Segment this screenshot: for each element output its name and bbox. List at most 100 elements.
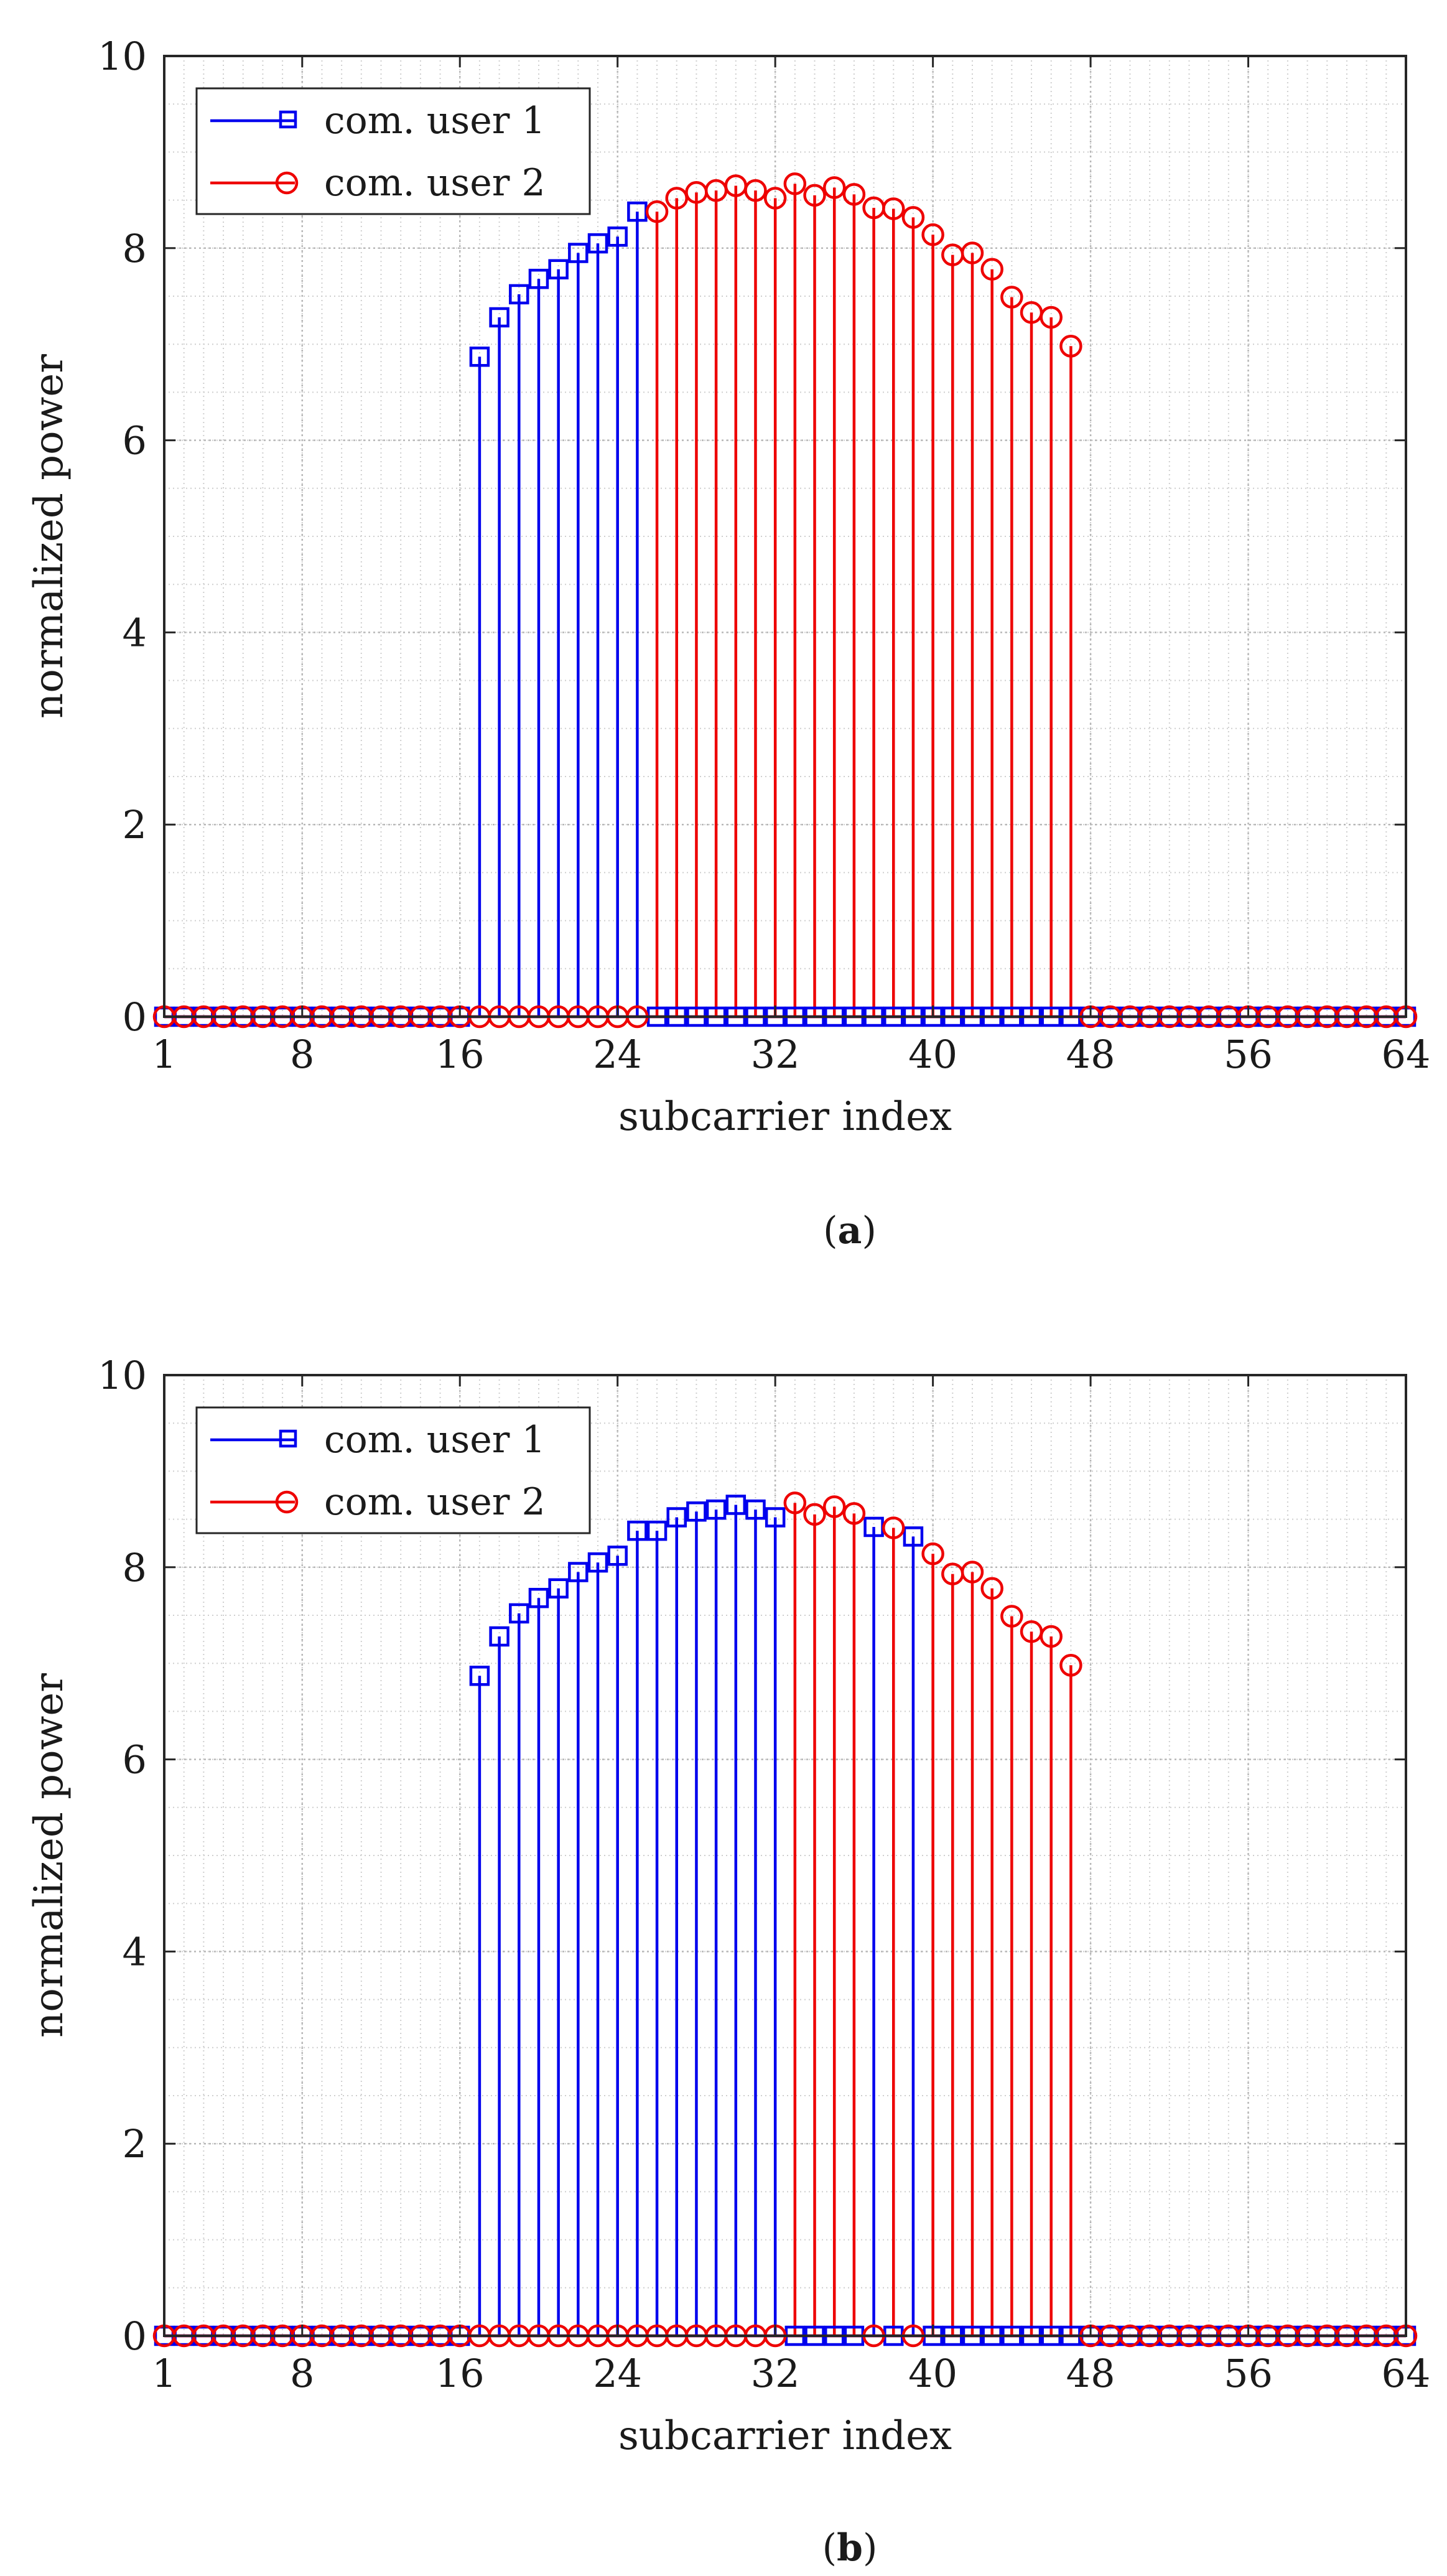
caption-b: (b)	[822, 2526, 878, 2570]
square-marker	[587, 1552, 608, 1573]
square-marker	[489, 1626, 509, 1647]
y-tick-label: 4	[123, 610, 147, 655]
x-tick-label: 40	[908, 1032, 957, 1077]
legend-label: com. user 1	[324, 99, 546, 142]
y-tick-label: 0	[123, 994, 147, 1040]
y-axis-label: normalized power	[26, 354, 72, 719]
circle-marker	[842, 183, 866, 206]
square-marker	[627, 1520, 648, 1541]
circle-marker	[803, 1503, 826, 1526]
legend: com. user 1 com. user 2	[195, 1406, 591, 1534]
y-tick-label: 6	[123, 1737, 147, 1783]
circle-marker	[1059, 1654, 1082, 1677]
y-tick-label: 2	[123, 2121, 147, 2167]
x-axis-label: subcarrier index	[618, 2413, 952, 2459]
legend-label: com. user 2	[324, 161, 546, 205]
circle-marker	[783, 172, 807, 195]
circle-marker	[961, 1561, 984, 1584]
legend: com. user 1 com. user 2	[195, 87, 591, 215]
square-marker	[646, 1520, 668, 1541]
legend-box	[195, 87, 591, 215]
x-tick-label: 56	[1224, 1032, 1273, 1077]
x-tick-label: 64	[1382, 2351, 1431, 2396]
x-axis-label: subcarrier index	[618, 1094, 952, 1140]
circle-marker	[901, 206, 925, 229]
circle-marker	[803, 184, 826, 207]
x-tick-label: 32	[751, 1032, 800, 1077]
circle-marker	[842, 1502, 866, 1525]
circle-marker	[1000, 286, 1023, 309]
legend-square-marker-icon	[279, 1429, 297, 1448]
circle-marker	[921, 223, 944, 246]
caption-a: (a)	[823, 1209, 877, 1253]
legend-label: com. user 1	[324, 1418, 546, 1462]
x-tick-label: 48	[1066, 1032, 1115, 1077]
square-marker	[548, 259, 569, 280]
circle-marker	[1040, 1625, 1063, 1648]
x-tick-label: 24	[593, 1032, 642, 1077]
x-tick-label: 16	[435, 1032, 485, 1077]
legend-label: com. user 2	[324, 1480, 546, 1524]
circle-marker	[882, 197, 905, 220]
x-tick-label: 1	[152, 1032, 176, 1077]
x-tick-label: 1	[152, 2351, 176, 2396]
square-marker	[568, 243, 589, 263]
plot-area	[164, 1375, 1406, 2336]
x-tick-label: 8	[290, 2351, 314, 2396]
square-marker	[903, 1526, 924, 1547]
circle-marker	[1040, 306, 1063, 329]
square-marker	[725, 1495, 747, 1515]
square-marker	[686, 1501, 707, 1522]
square-marker	[607, 1546, 628, 1566]
circle-marker	[822, 176, 846, 199]
square-marker	[469, 347, 490, 367]
square-marker	[509, 1603, 529, 1624]
square-marker	[489, 307, 509, 328]
y-tick-label: 8	[123, 1545, 147, 1590]
circle-marker	[921, 1542, 944, 1566]
square-marker	[568, 1562, 589, 1582]
y-tick-label: 10	[98, 34, 147, 79]
x-tick-label: 48	[1066, 2351, 1115, 2396]
legend-circle-marker-icon	[275, 1490, 299, 1514]
y-tick-label: 6	[123, 418, 147, 464]
square-marker	[745, 1499, 766, 1520]
circle-marker	[961, 241, 984, 264]
circle-marker	[980, 258, 1003, 281]
y-tick-label: 8	[123, 226, 147, 271]
y-tick-label: 2	[123, 802, 147, 847]
y-tick-label: 10	[98, 1353, 147, 1398]
circle-marker	[783, 1491, 807, 1514]
x-tick-label: 8	[290, 1032, 314, 1077]
square-marker	[469, 1666, 490, 1686]
square-marker	[528, 1587, 549, 1608]
square-marker	[587, 233, 608, 254]
axes-box	[163, 1374, 1407, 2337]
x-tick-label: 56	[1224, 2351, 1273, 2396]
square-marker	[705, 1499, 727, 1520]
x-tick-label: 40	[908, 2351, 957, 2396]
circle-marker	[744, 179, 767, 202]
x-tick-label: 32	[751, 2351, 800, 2396]
square-marker	[666, 1507, 687, 1528]
circle-marker	[763, 187, 787, 210]
circle-marker	[645, 200, 669, 223]
circle-marker	[1059, 335, 1082, 358]
square-marker	[528, 268, 549, 289]
plot-area	[164, 56, 1406, 1017]
square-marker	[607, 226, 628, 247]
legend-circle-marker-icon	[275, 171, 299, 195]
y-axis-label: normalized power	[26, 1673, 72, 2038]
y-tick-label: 4	[123, 1929, 147, 1974]
circle-marker	[980, 1577, 1003, 1600]
legend-box	[195, 1406, 591, 1534]
circle-marker	[1000, 1605, 1023, 1628]
x-tick-label: 64	[1382, 1032, 1431, 1077]
circle-marker	[822, 1495, 846, 1518]
square-marker	[548, 1578, 569, 1599]
x-tick-label: 16	[435, 2351, 485, 2396]
